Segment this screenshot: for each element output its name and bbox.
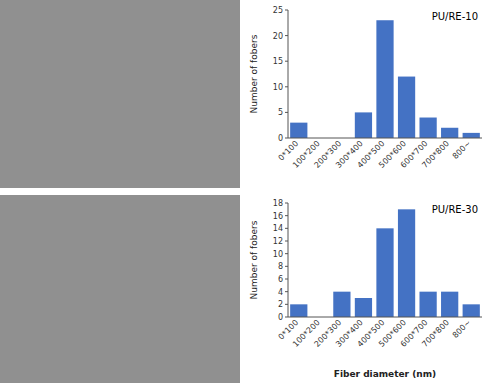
y-tick-label: 5 xyxy=(278,108,283,117)
y-tick-label: 0 xyxy=(278,313,283,322)
image-placeholder xyxy=(0,195,240,383)
bar xyxy=(398,209,415,317)
bar xyxy=(376,228,393,317)
x-tick-label: 700*800 xyxy=(420,318,451,349)
figure: 05101520250*100100*200200*300300*400400*… xyxy=(0,0,488,383)
bar xyxy=(355,298,372,317)
y-tick-label: 20 xyxy=(273,32,283,41)
bar xyxy=(419,292,436,317)
bar xyxy=(290,123,307,138)
x-axis-label: Fiber diameter (nm) xyxy=(334,369,436,379)
bar xyxy=(419,118,436,138)
bar xyxy=(355,112,372,138)
y-tick-label: 15 xyxy=(273,57,283,66)
bar-chart: 0246810121416180*100100*200200*300300*40… xyxy=(249,199,482,379)
x-tick-label: 800~ xyxy=(451,318,473,340)
bar xyxy=(290,304,307,317)
y-tick-label: 16 xyxy=(273,212,283,221)
bar xyxy=(441,292,458,317)
y-tick-label: 8 xyxy=(278,262,283,271)
y-tick-label: 4 xyxy=(278,288,283,297)
bar xyxy=(333,292,350,317)
x-tick-label: 800~ xyxy=(451,139,473,161)
y-tick-label: 18 xyxy=(273,199,283,208)
annotation: PU/RE-10 xyxy=(432,11,478,22)
bar xyxy=(463,304,480,317)
y-axis-label: Number of fobers xyxy=(249,220,259,299)
y-tick-label: 25 xyxy=(273,6,283,15)
y-tick-label: 10 xyxy=(273,83,283,92)
bar xyxy=(463,133,480,138)
y-tick-label: 14 xyxy=(273,224,283,233)
y-tick-label: 2 xyxy=(278,300,283,309)
bar xyxy=(398,77,415,138)
bar xyxy=(441,128,458,138)
x-axis-line xyxy=(288,138,482,139)
x-tick-label: 700*800 xyxy=(420,139,451,170)
bar-chart: 05101520250*100100*200200*300300*400400*… xyxy=(249,6,482,170)
y-tick-label: 6 xyxy=(278,275,283,284)
y-tick-label: 10 xyxy=(273,250,283,259)
image-placeholder xyxy=(0,0,240,188)
y-axis-label: Number of fobers xyxy=(249,34,259,113)
y-tick-label: 0 xyxy=(278,134,283,143)
bar xyxy=(376,20,393,138)
y-axis-line xyxy=(288,203,289,317)
x-axis-line xyxy=(288,317,482,318)
bars xyxy=(290,209,480,317)
y-axis-line xyxy=(288,10,289,138)
y-tick-label: 12 xyxy=(273,237,283,246)
bars xyxy=(290,20,480,138)
annotation: PU/RE-30 xyxy=(432,204,478,215)
